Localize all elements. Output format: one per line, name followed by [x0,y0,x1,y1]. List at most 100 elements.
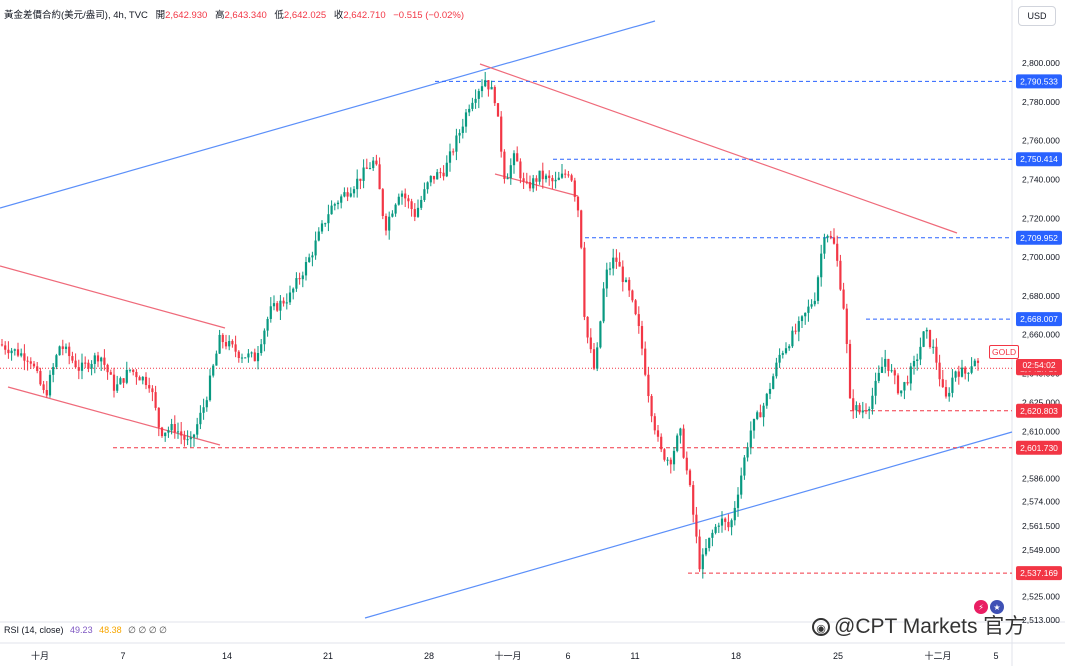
candle-body [512,153,516,166]
candle-body [644,348,647,375]
candle-body [474,98,477,103]
us-flag-icon[interactable]: ★ [990,600,1004,614]
candle-body [570,175,573,181]
candle-body [52,366,55,375]
candle-body [909,366,912,384]
currency-button[interactable]: USD [1018,6,1056,26]
candle-body [215,353,218,366]
candle-body [413,209,416,217]
candle-body [384,215,388,231]
candle-body [688,470,692,486]
candle-body [87,362,90,369]
candle-body [976,360,980,363]
candle-body [170,424,173,431]
candle-body [717,525,720,527]
x-tick-label: 18 [731,651,741,661]
candle-body [960,367,964,377]
candle-body [714,526,717,533]
lightning-icon[interactable]: ⚡ [974,600,988,614]
countdown-tag: 02:54:02 [1016,359,1062,371]
candle-body [816,277,820,301]
candle-body [634,300,637,315]
candle-body [317,231,320,241]
candle-body [349,193,352,197]
candle-body [26,360,29,362]
x-tick-label: 6 [565,651,570,661]
candle-body [68,346,71,357]
candle-body [871,395,874,410]
candle-body [541,170,544,180]
candle-body [439,172,442,174]
candle-body [788,346,791,349]
candle-body [240,357,244,359]
candle-body [10,350,13,354]
candle-body [144,376,148,386]
candle-body [176,431,180,433]
candle-body [343,192,346,197]
candle-body [653,416,656,431]
rsi-header[interactable]: RSI (14, close) 49.23 48.38 ∅ ∅ ∅ ∅ [4,625,167,636]
candle-body [151,388,154,393]
candle-body [509,165,512,179]
candle-body [935,346,938,363]
candle-body [32,363,36,367]
y-tick-label: 2,700.000 [1022,252,1060,262]
candle-body [692,485,695,515]
candle-body [893,370,896,376]
y-tick-label: 2,586.000 [1022,473,1060,483]
candle-body [468,108,471,113]
candle-body [941,379,944,388]
candle-body [810,304,813,307]
candle-body [167,430,170,433]
x-tick-label: 28 [424,651,434,661]
candle-body [880,366,884,373]
chart-header: 黃金差價合約(美元/盎司), 4h, TVC 開2,642.930 高2,643… [4,7,464,21]
candle-body [852,398,855,411]
candle-body [205,400,208,408]
candle-body [263,330,266,345]
down-channel-upper [0,265,226,329]
y-tick-label: 2,720.000 [1022,213,1060,223]
candle-body [845,308,848,344]
candle-body [842,289,845,309]
candle-body [23,353,26,361]
candle-body [119,378,122,385]
candle-body [368,168,372,170]
symbol-tag: GOLD [989,345,1020,359]
close-value: 2,642.710 [343,10,386,21]
candle-body [711,532,714,538]
price-level-tag [1016,74,1062,89]
candle-body [829,235,832,238]
candle-body [900,390,903,394]
candle-body [244,357,247,359]
candle-body [445,162,448,177]
candle-body [528,182,532,189]
candle-body [724,518,727,522]
candle-body [948,392,951,397]
candle-body [548,175,551,178]
candle-body [573,180,576,197]
candle-body [868,409,871,411]
candle-body [660,436,663,450]
candle-body [861,410,864,413]
candle-body [823,237,826,254]
candle-body [957,371,960,377]
candle-body [74,360,77,368]
x-tick-label: 十二月 [924,650,951,661]
candle-body [695,514,698,537]
symbol-title[interactable]: 黃金差價合約(美元/盎司), 4h, TVC [4,10,148,21]
candle-body [90,363,93,369]
price-level-value: 2,709.952 [1020,233,1058,243]
candle-body [391,213,394,217]
candle-body [576,196,580,211]
candle-body [791,330,794,347]
candle-body [298,278,301,280]
candle-body [372,160,375,169]
candle-body [970,366,973,373]
candle-body [944,387,948,397]
candle-body [378,164,381,190]
candle-body [234,344,237,352]
candle-body [320,223,324,232]
candle-body [967,372,970,374]
